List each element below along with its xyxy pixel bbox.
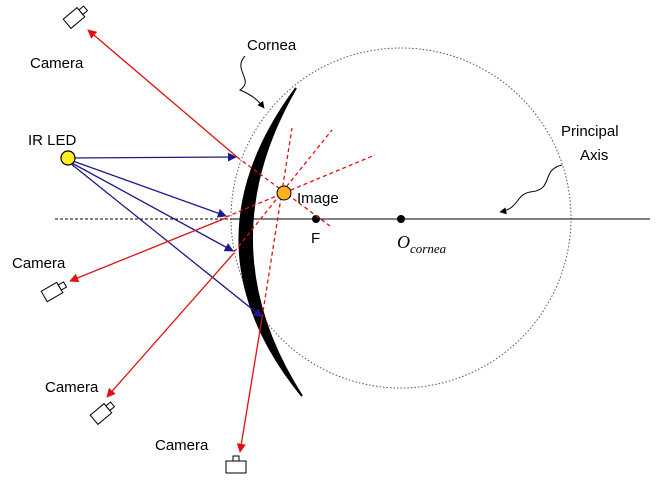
ir-led — [60, 150, 76, 166]
label: IR LED — [28, 132, 77, 149]
image-point — [276, 185, 292, 201]
label: O — [397, 232, 410, 252]
reflected-rays — [69, 29, 263, 453]
label: Axis — [580, 147, 608, 164]
label: Cornea — [247, 37, 297, 54]
label: F — [311, 230, 320, 247]
label: Camera — [12, 255, 66, 272]
geometry — [55, 47, 650, 397]
label: Principal — [561, 123, 619, 140]
label: cornea — [410, 241, 447, 256]
label: Camera — [45, 379, 99, 396]
cornea-pointer — [238, 55, 265, 109]
incident-rays — [69, 152, 263, 318]
label: Camera — [155, 437, 209, 454]
cornea-sphere — [230, 47, 572, 389]
camera-icons — [40, 5, 247, 474]
cornea-arc — [238, 87, 303, 397]
label: Image — [297, 190, 339, 207]
center-point — [397, 215, 405, 223]
label: Camera — [30, 55, 84, 72]
axis-pointer — [499, 164, 563, 215]
